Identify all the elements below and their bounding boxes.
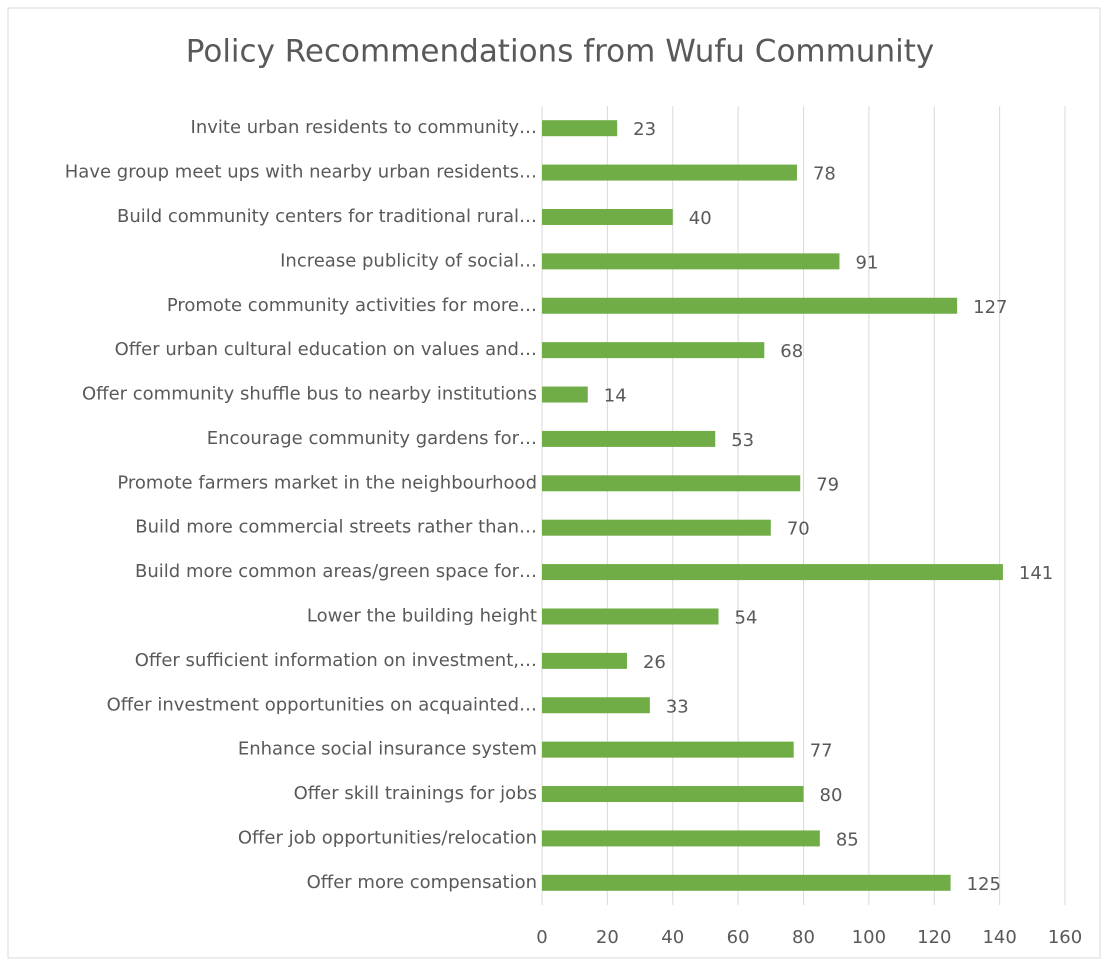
x-tick-label: 40 bbox=[661, 927, 684, 948]
bar bbox=[542, 697, 650, 714]
data-label: 70 bbox=[787, 519, 810, 540]
x-tick-label: 160 bbox=[1048, 927, 1082, 948]
y-tick-label: Have group meet ups with nearby urban re… bbox=[65, 162, 537, 183]
bar bbox=[542, 430, 716, 447]
x-tick-label: 60 bbox=[727, 927, 750, 948]
bar bbox=[542, 874, 951, 891]
data-label: 54 bbox=[735, 607, 758, 628]
y-tick-label: Offer job opportunities/relocation bbox=[238, 827, 537, 848]
data-label: 91 bbox=[855, 252, 878, 273]
y-tick-label: Promote farmers market in the neighbourh… bbox=[117, 472, 537, 493]
bar bbox=[542, 297, 958, 314]
data-label: 53 bbox=[731, 430, 754, 451]
bar bbox=[542, 386, 588, 403]
x-tick-label: 0 bbox=[536, 927, 547, 948]
data-label: 26 bbox=[643, 652, 666, 673]
bar bbox=[542, 519, 771, 536]
y-tick-label: Offer more compensation bbox=[307, 872, 537, 893]
x-tick-label: 80 bbox=[792, 927, 815, 948]
data-label: 40 bbox=[689, 208, 712, 229]
x-tick-label: 140 bbox=[982, 927, 1016, 948]
bar bbox=[542, 253, 840, 270]
bar bbox=[542, 120, 618, 137]
y-tick-label: Offer community shuffle bus to nearby in… bbox=[82, 384, 537, 405]
bar bbox=[542, 208, 673, 225]
chart-title: Policy Recommendations from Wufu Communi… bbox=[186, 34, 934, 70]
data-label: 125 bbox=[967, 874, 1001, 895]
data-label: 141 bbox=[1019, 563, 1053, 584]
y-tick-label: Build more commercial streets rather tha… bbox=[135, 517, 537, 538]
x-tick-label: 120 bbox=[917, 927, 951, 948]
bar bbox=[542, 475, 801, 492]
y-tick-label: Build community centers for traditional … bbox=[117, 206, 537, 227]
data-label: 33 bbox=[666, 696, 689, 717]
y-tick-label: Lower the building height bbox=[307, 605, 537, 626]
bar bbox=[542, 741, 794, 758]
y-tick-label: Encourage community gardens for… bbox=[207, 428, 537, 449]
y-tick-label: Invite urban residents to community… bbox=[191, 117, 537, 138]
x-tick-label: 20 bbox=[596, 927, 619, 948]
bar bbox=[542, 564, 1003, 581]
bar bbox=[542, 786, 804, 803]
bar bbox=[542, 652, 627, 669]
y-tick-label: Enhance social insurance system bbox=[238, 739, 537, 760]
bar bbox=[542, 342, 765, 359]
y-tick-label: Build more common areas/green space for… bbox=[135, 561, 537, 582]
x-tick-label: 100 bbox=[852, 927, 886, 948]
bar bbox=[542, 164, 797, 181]
bar bbox=[542, 608, 719, 625]
data-label: 23 bbox=[633, 119, 656, 140]
y-tick-label: Offer urban cultural education on values… bbox=[115, 339, 537, 360]
data-label: 14 bbox=[604, 386, 627, 407]
data-label: 127 bbox=[973, 297, 1007, 318]
bar bbox=[542, 830, 820, 847]
y-tick-label: Offer investment opportunities on acquai… bbox=[107, 694, 537, 715]
data-label: 80 bbox=[820, 785, 843, 806]
y-tick-label: Offer skill trainings for jobs bbox=[294, 783, 537, 804]
data-label: 68 bbox=[780, 341, 803, 362]
data-label: 85 bbox=[836, 829, 859, 850]
data-label: 77 bbox=[810, 741, 833, 762]
y-tick-label: Increase publicity of social… bbox=[280, 250, 537, 271]
data-label: 78 bbox=[813, 164, 836, 185]
y-tick-label: Promote community activities for more… bbox=[167, 295, 537, 316]
y-tick-label: Offer sufficient information on investme… bbox=[135, 650, 537, 671]
data-label: 79 bbox=[816, 474, 839, 495]
